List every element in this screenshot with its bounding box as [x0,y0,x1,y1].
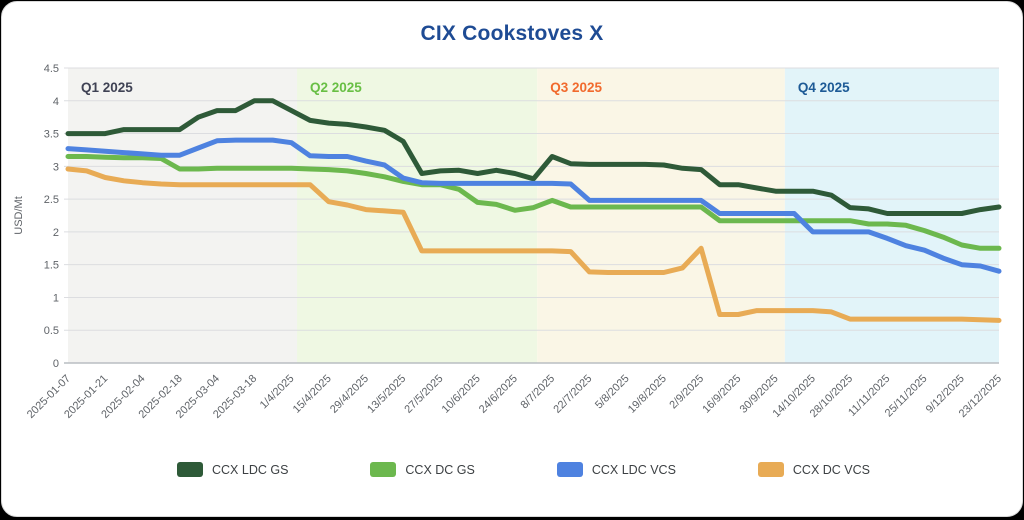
y-tick-label: 2 [53,227,59,239]
quarter-label-4: Q4 2025 [798,80,850,95]
x-tick-label: 19/8/2025 [626,373,669,416]
quarter-label-1: Q1 2025 [81,80,133,95]
legend-swatch [758,462,784,477]
legend-item-ccx-dc-gs[interactable]: CCX DC GS [370,462,474,477]
x-tick-label: 15/4/2025 [291,373,334,416]
legend-label: CCX LDC GS [212,463,288,477]
x-tick-label: 27/5/2025 [402,373,445,416]
x-tick-label: 10/6/2025 [440,373,483,416]
legend-swatch [557,462,583,477]
x-tick-label: 22/7/2025 [551,373,594,416]
legend-label: CCX DC GS [405,463,474,477]
quarter-band-1 [68,68,297,363]
x-tick-label: 8/7/2025 [518,373,557,412]
y-tick-label: 0.5 [44,325,59,337]
x-tick-label: 29/4/2025 [328,373,371,416]
y-tick-label: 0 [53,358,59,370]
y-axis-title: USD/Mt [13,196,25,235]
y-tick-label: 1 [53,292,59,304]
legend-swatch [177,462,203,477]
x-tick-label: 24/6/2025 [477,373,520,416]
x-tick-label: 5/8/2025 [593,373,632,412]
legend-item-ccx-ldc-vcs[interactable]: CCX LDC VCS [557,462,676,477]
y-tick-label: 3 [53,161,59,173]
x-tick-label: 16/9/2025 [700,373,743,416]
quarter-label-3: Q3 2025 [550,80,602,95]
x-tick-label: 1/4/2025 [258,373,297,412]
x-tick-label: 2/9/2025 [667,373,706,412]
legend-item-ccx-ldc-gs[interactable]: CCX LDC GS [177,462,288,477]
quarter-band-2 [297,68,537,363]
legend-label: CCX LDC VCS [592,463,676,477]
legend-item-ccx-dc-vcs[interactable]: CCX DC VCS [758,462,870,477]
legend: CCX LDC GS CCX DC GS CCX LDC VCS CCX DC VCS [177,462,870,477]
y-tick-label: 4.5 [44,63,59,75]
y-tick-label: 1.5 [44,260,59,272]
y-tick-label: 2.5 [44,194,59,206]
legend-swatch [370,462,396,477]
y-tick-label: 4 [53,96,59,108]
y-tick-label: 3.5 [44,129,59,141]
x-tick-label: 13/5/2025 [365,373,408,416]
legend-label: CCX DC VCS [793,463,870,477]
quarter-label-2: Q2 2025 [310,80,362,95]
